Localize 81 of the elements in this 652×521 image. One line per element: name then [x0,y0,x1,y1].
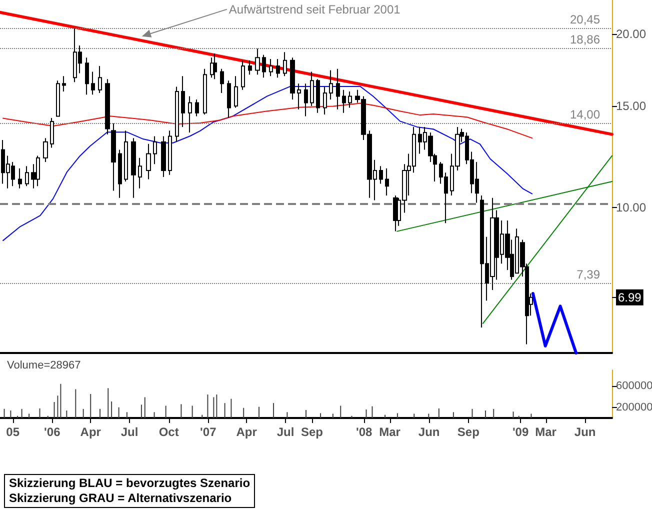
y-tick-label: 10.00 [616,200,646,215]
ref-line-label: 14,00 [570,107,600,122]
candlestick [85,57,89,96]
candlestick [310,71,314,107]
y-tick-label: 15.00 [616,99,646,114]
candlestick [336,68,340,110]
x-tick-label: Sep [457,425,480,439]
candlestick [168,130,172,176]
candlestick [297,83,301,110]
candlestick [220,68,224,94]
candlestick [181,76,185,128]
x-tick-label: '07 [200,425,217,439]
x-tick-label: Mar [535,425,557,439]
candlestick [188,96,192,133]
candlestick [124,130,128,182]
ref-line-label: 7,39 [576,267,600,282]
x-tick-label: Apr [80,425,102,439]
x-tick-label: '06 [44,425,61,439]
candlestick [283,52,287,77]
annotation: Aufwärtstrend seit Februar 2001 [228,2,401,16]
candlestick [276,58,280,78]
candlestick [234,76,238,108]
x-tick-label: 05 [6,425,20,439]
candlestick [98,65,102,94]
candlestick [203,68,207,116]
candlestick [304,83,308,117]
x-tick-label: Jun [418,425,440,439]
ref-line-label: 20,45 [570,12,600,26]
candlestick [241,60,245,90]
candlestick [348,90,352,108]
candlestick [262,54,266,78]
candlestick [25,166,29,187]
candlestick [105,78,110,135]
ref-line-label: 18,86 [570,32,600,47]
y-tick-label: 200000 [616,401,652,414]
x-tick-label: Sep [300,425,323,439]
x-tick-label: Apr [236,425,258,439]
y-tick-label: 20.00 [616,26,646,41]
candlestick [118,149,122,198]
candlestick [195,98,199,117]
candlestick [213,52,217,80]
text: Skizzierung GRAU = Alternativszenario [9,491,233,506]
candlestick [43,138,48,162]
candlestick [111,122,116,192]
candlestick [227,80,231,119]
chart-title: Volume=28967 [7,360,81,372]
x-tick-label: '09 [512,425,529,439]
x-tick-label: Oct [158,425,179,439]
x-tick-label: Jul [276,425,294,439]
candlestick [342,89,346,114]
candlestick [210,57,214,78]
candlestick [255,48,260,76]
candlestick [316,78,320,114]
candlestick [290,57,295,100]
x-tick-label: '08 [356,425,373,439]
candlestick [323,86,327,116]
x-tick-label: Jul [120,425,138,439]
candlestick [50,118,54,148]
candlestick [175,86,179,142]
y-tick-label: 6.99 [618,290,642,304]
candlestick [269,58,273,77]
candlestick [18,168,22,189]
candlestick [161,136,166,178]
candlestick [248,60,252,76]
candlestick [56,80,60,117]
x-tick-label: Mar [379,425,401,439]
candlestick [385,168,389,196]
candlestick [131,138,136,198]
candlestick [379,166,383,184]
candlestick [138,157,142,189]
candlestick [153,136,157,165]
line-series [531,292,578,354]
candlestick [146,143,151,180]
y-tick-label: 600000 [616,380,652,392]
candlestick [329,70,333,100]
text: Skizzierung BLAU = bevorzugtes Szenario [9,476,250,491]
line-series [2,86,533,242]
x-tick-label: Jun [574,425,596,439]
candlestick [91,71,95,96]
line-series [2,102,533,139]
candlestick [62,76,66,92]
